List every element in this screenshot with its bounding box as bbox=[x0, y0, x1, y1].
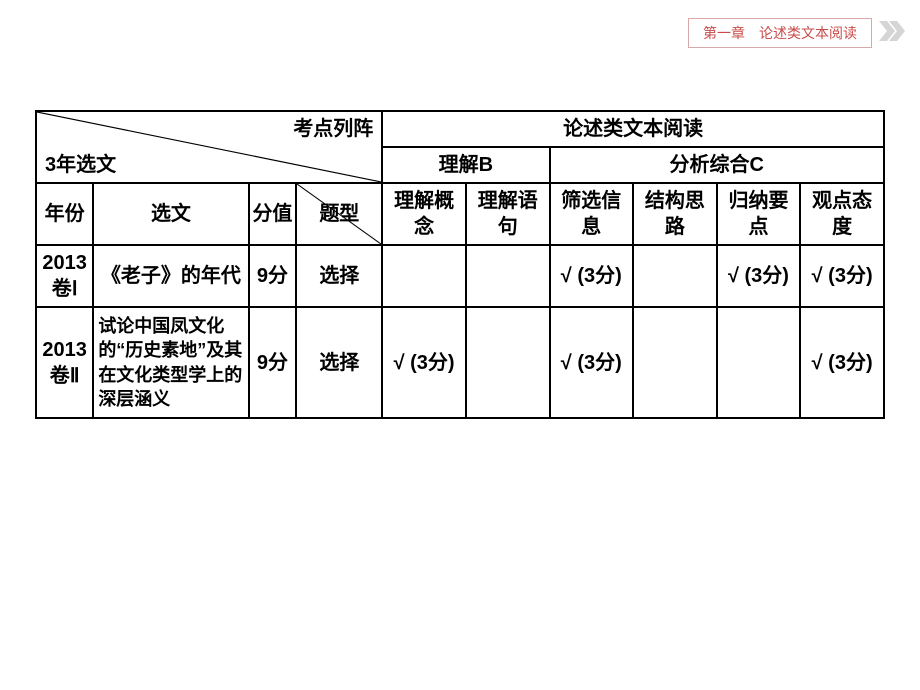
cell-type: 选择 bbox=[296, 307, 382, 418]
cell: √ (3分) bbox=[800, 307, 884, 418]
subgroup-header: 理解B bbox=[382, 147, 549, 183]
col-header: 理解语句 bbox=[466, 183, 550, 245]
col-header-year: 年份 bbox=[36, 183, 93, 245]
cell: √ (3分) bbox=[550, 307, 634, 418]
cell bbox=[466, 307, 550, 418]
table-row: 年份 选文 分值 题型 理解概念 理解语句 筛选信息 结构思路 归纳要点 观点态… bbox=[36, 183, 884, 245]
col-header-text: 选文 bbox=[93, 183, 248, 245]
corner-bottom-label: 3年选文 bbox=[45, 152, 116, 178]
corner-cell: 考点列阵 3年选文 bbox=[36, 111, 382, 183]
cell: √ (3分) bbox=[382, 307, 466, 418]
breadcrumb: 第一章 论述类文本阅读 bbox=[688, 18, 872, 48]
subgroup-header: 分析综合C bbox=[550, 147, 885, 183]
col-header: 理解概念 bbox=[382, 183, 466, 245]
table-row: 2013卷Ⅰ 《老子》的年代 9分 选择 √ (3分) √ (3分) √ (3分… bbox=[36, 245, 884, 307]
table-row: 2013卷Ⅱ 试论中国凤文化的“历史素地”及其在文化类型学上的深层涵义 9分 选… bbox=[36, 307, 884, 418]
main-table: 考点列阵 3年选文 论述类文本阅读 理解B 分析综合C 年份 选文 分值 题型 … bbox=[35, 110, 885, 419]
cell bbox=[633, 307, 717, 418]
cell-score: 9分 bbox=[249, 307, 297, 418]
cell: √ (3分) bbox=[800, 245, 884, 307]
col-header: 观点态度 bbox=[800, 183, 884, 245]
col-header: 筛选信息 bbox=[550, 183, 634, 245]
cell-year: 2013卷Ⅰ bbox=[36, 245, 93, 307]
col-header-score: 分值 bbox=[249, 183, 297, 245]
cell bbox=[466, 245, 550, 307]
col-header: 归纳要点 bbox=[717, 183, 801, 245]
cell-score: 9分 bbox=[249, 245, 297, 307]
cell bbox=[633, 245, 717, 307]
col-header: 结构思路 bbox=[633, 183, 717, 245]
cell-text: 《老子》的年代 bbox=[93, 245, 248, 307]
chevron-right-icon bbox=[878, 18, 908, 44]
cell-type: 选择 bbox=[296, 245, 382, 307]
cell: √ (3分) bbox=[717, 245, 801, 307]
cell bbox=[382, 245, 466, 307]
cell: √ (3分) bbox=[550, 245, 634, 307]
col-header-type: 题型 bbox=[296, 183, 382, 245]
table-row: 考点列阵 3年选文 论述类文本阅读 bbox=[36, 111, 884, 147]
group-header: 论述类文本阅读 bbox=[382, 111, 884, 147]
cell bbox=[717, 307, 801, 418]
cell-text: 试论中国凤文化的“历史素地”及其在文化类型学上的深层涵义 bbox=[93, 307, 248, 418]
cell-year: 2013卷Ⅱ bbox=[36, 307, 93, 418]
corner-top-label: 考点列阵 bbox=[293, 116, 373, 142]
